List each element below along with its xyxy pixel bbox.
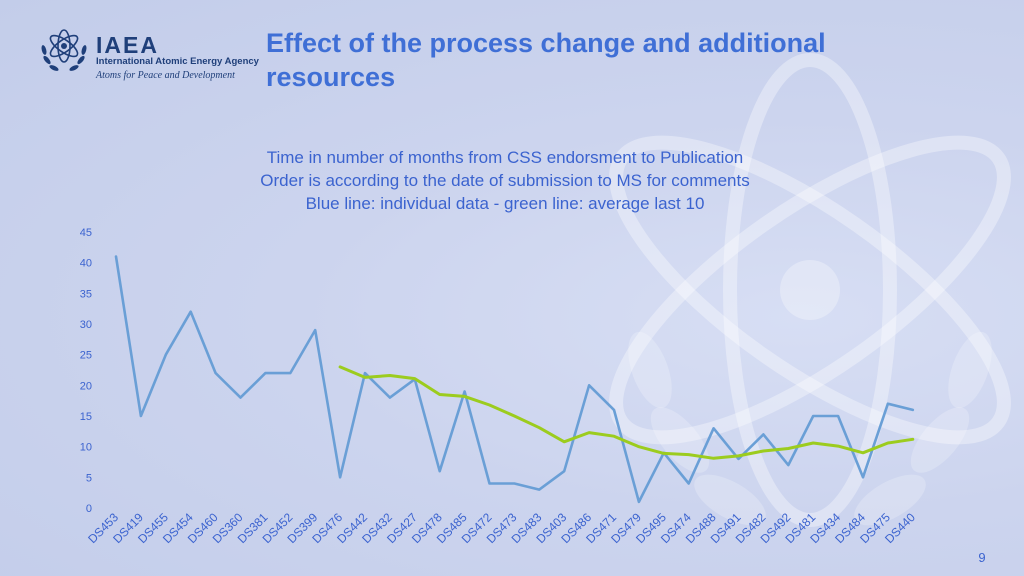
series-individual-line: [114, 255, 915, 504]
chart-title-block: Time in number of months from CSS endors…: [150, 146, 860, 215]
iaea-logo: IAEA International Atomic Energy Agency …: [36, 20, 259, 84]
chart-title: Time in number of months from CSS endors…: [266, 148, 744, 167]
line-chart: 051015202530354045DS453DS419DS455DS454DS…: [80, 227, 918, 546]
y-tick-label: 10: [80, 442, 92, 454]
y-tick-label: 0: [86, 503, 92, 515]
iaea-watermark-emblem: [609, 53, 1011, 527]
atom-olive-emblem-icon: [41, 29, 87, 71]
chart-subtitle-legend: Blue line: individual data - green line:…: [305, 194, 705, 213]
y-tick-label: 30: [80, 319, 92, 331]
logo-acronym: IAEA: [96, 32, 159, 58]
series-average-line: [338, 365, 915, 460]
y-tick-label: 35: [80, 288, 92, 300]
slide-title: Effect of the process change and additio…: [266, 28, 826, 92]
chart-subtitle-order: Order is according to the date of submis…: [260, 171, 750, 190]
logo-organization-name: International Atomic Energy Agency: [96, 56, 259, 67]
y-tick-label: 5: [86, 472, 92, 484]
logo-motto: Atoms for Peace and Development: [96, 70, 235, 81]
y-tick-label: 25: [80, 350, 92, 362]
y-tick-label: 20: [80, 380, 92, 392]
y-tick-label: 40: [80, 258, 92, 270]
y-tick-label: 15: [80, 411, 92, 423]
y-tick-label: 45: [80, 227, 92, 239]
slide-number: 9: [978, 550, 986, 565]
